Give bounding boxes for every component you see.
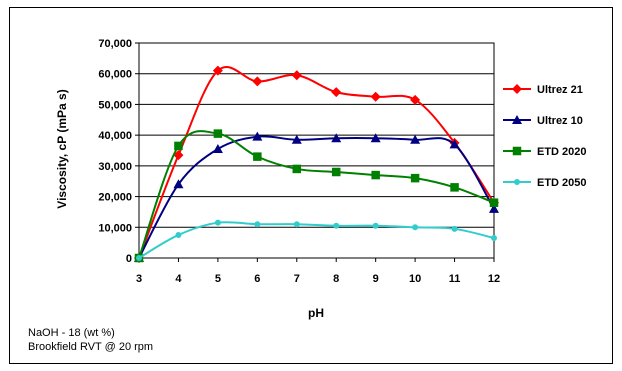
- x-tick-label: 10: [409, 273, 421, 285]
- y-tick-label: 0: [126, 253, 132, 265]
- data-point: [451, 225, 458, 232]
- plot-background: [139, 43, 494, 258]
- note-brookfield: Brookfield RVT @ 20 rpm: [28, 341, 154, 353]
- x-tick-label: 9: [373, 273, 379, 285]
- data-point: [213, 129, 223, 138]
- series-etd-2020: [134, 129, 499, 263]
- x-tick-label: 7: [294, 273, 300, 285]
- data-point: [331, 167, 341, 177]
- data-point: [333, 222, 340, 229]
- data-point: [410, 94, 421, 105]
- data-point: [252, 131, 263, 141]
- data-point: [372, 222, 379, 229]
- plot-area: [139, 43, 494, 258]
- data-point: [175, 231, 182, 238]
- legend-item: ETD 2050: [503, 177, 587, 189]
- x-tick-label: 4: [175, 273, 182, 285]
- data-point: [173, 179, 184, 189]
- data-point: [410, 134, 421, 144]
- legend-label: ETD 2050: [537, 177, 587, 189]
- series-line: [138, 130, 495, 259]
- series-etd-2050: [136, 219, 497, 261]
- legend-item: Ultrez 10: [503, 115, 583, 127]
- x-tick-label: 3: [136, 273, 142, 285]
- x-axis-title: pH: [308, 306, 324, 320]
- x-tick-labels: 3 4 5 6 7 8 9 10 11 12: [136, 273, 500, 285]
- y-tick-label: 20,000: [98, 192, 132, 204]
- data-point: [136, 255, 142, 261]
- y-tick-labels: 0 10,000 20,000 30,000 40,000 50,000 60,000 70,…: [98, 38, 132, 265]
- data-point: [252, 76, 263, 87]
- data-point: [370, 133, 381, 143]
- series-line: [138, 135, 495, 259]
- series-ultrez-10: [134, 131, 499, 262]
- y-tick-label: 70,000: [98, 38, 132, 50]
- y-tick-label: 10,000: [98, 222, 132, 234]
- data-point: [212, 143, 223, 153]
- data-point: [450, 183, 459, 192]
- plot-border: [138, 42, 495, 259]
- legend-marker: [514, 179, 520, 185]
- legend: Ultrez 21 Ultrez 10 ETD 2020 ETD 2050: [503, 84, 587, 189]
- data-point: [291, 134, 302, 144]
- data-point: [331, 87, 342, 98]
- data-point: [291, 70, 302, 81]
- legend-item: ETD 2020: [503, 146, 587, 158]
- note-naoh: NaOH - 18 (wt %): [28, 327, 115, 339]
- data-point: [449, 139, 460, 149]
- data-point: [371, 170, 380, 180]
- legend-item: Ultrez 21: [503, 84, 583, 96]
- legend-marker: [512, 115, 522, 124]
- data-point: [410, 173, 420, 183]
- data-point: [293, 221, 300, 228]
- legend-marker: [512, 84, 522, 94]
- data-point: [212, 65, 223, 76]
- data-point: [370, 91, 381, 102]
- x-tick-label: 12: [488, 273, 500, 285]
- axes: [138, 42, 495, 259]
- data-point: [253, 152, 262, 161]
- y-tick-label: 40,000: [98, 130, 132, 142]
- data-point: [174, 141, 183, 151]
- data-point: [292, 164, 302, 174]
- data-point: [254, 221, 261, 228]
- y-axis-title: Viscosity, cP (mPa s): [55, 89, 69, 208]
- series-line: [138, 221, 495, 259]
- legend-label: ETD 2020: [537, 146, 587, 158]
- x-tick-label: 5: [215, 273, 221, 285]
- data-point: [214, 219, 221, 226]
- data-point: [491, 235, 497, 242]
- data-point: [489, 198, 499, 207]
- x-tick-label: 11: [449, 273, 461, 285]
- legend-label: Ultrez 10: [537, 115, 583, 127]
- y-tick-label: 50,000: [98, 99, 132, 111]
- data-point: [331, 133, 342, 143]
- x-tick-label: 8: [333, 273, 339, 285]
- x-tick-label: 6: [254, 273, 260, 285]
- legend-label: Ultrez 21: [537, 84, 583, 96]
- y-tick-label: 60,000: [98, 69, 132, 81]
- y-tick-label: 30,000: [98, 161, 132, 173]
- data-point: [489, 203, 499, 213]
- legend-marker: [512, 146, 522, 156]
- series-group: [134, 65, 499, 263]
- data-point: [412, 224, 419, 231]
